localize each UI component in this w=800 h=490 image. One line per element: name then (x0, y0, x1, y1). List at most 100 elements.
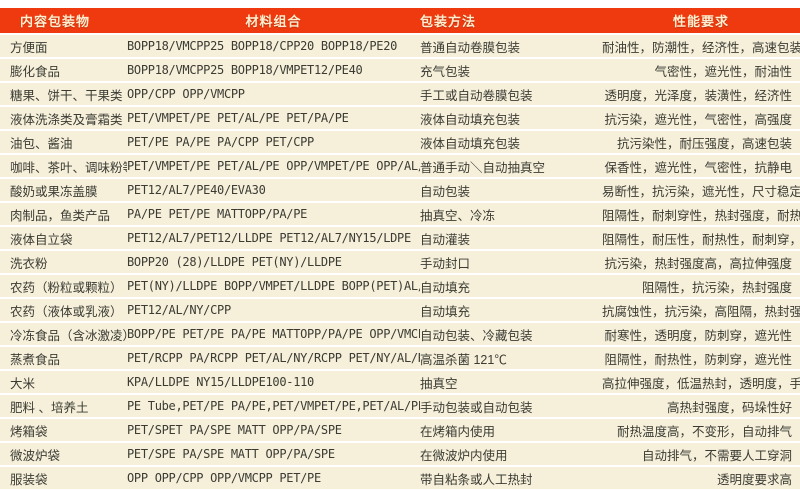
cell-item: 农药（液体或乳液） (10, 304, 123, 319)
table-row: 酸奶或果冻盖膜 PET12/AL7/PE40/EVA30 自动包装 易断性，抗污染，遮… (0, 179, 800, 201)
cell-method: 高温杀菌 121℃ (420, 352, 507, 367)
cell-method: 带自粘条或人工热封 (420, 472, 533, 487)
cell-requirements: 抗污染，遮光性，气密性，高强度 (604, 112, 792, 127)
cell-method: 自动填充 (420, 280, 471, 295)
table-row: 微波炉袋 PET/SPE PA/SPE MATT OPP/PA/SPE 在微波炉内使… (0, 443, 800, 465)
table-row: 农药（粉粒或颗粒） PET(NY)/LLDPE BOPP/VMPET/LLDPE … (0, 275, 800, 297)
cell-materials: PA/PE PET/PE MATTOPP/PA/PE (127, 207, 308, 221)
cell-item: 咖啡、茶叶、调味粉等 (10, 160, 127, 175)
cell-requirements: 阻隔性，耐压性，耐热性，耐刺穿，抗污染 (602, 232, 800, 247)
cell-materials: BOPP18/VMCPP25 BOPP18/CPP20 BOPP18/PE20 (127, 39, 398, 53)
cell-requirements: 透明度要求高 (716, 472, 792, 487)
cell-method: 液体自动填充包装 (420, 136, 521, 151)
cell-requirements: 气密性，遮光性，耐油性 (654, 64, 792, 79)
cell-requirements: 耐油性，防潮性，经济性，高速包装 (602, 40, 800, 55)
cell-item: 肉制品，鱼类产品 (10, 208, 111, 223)
cell-item: 膨化食品 (10, 64, 61, 79)
cell-method: 抽真空 (420, 376, 458, 391)
cell-method: 在微波炉内使用 (420, 448, 508, 463)
cell-method: 自动填充 (420, 304, 471, 319)
cell-method: 在烤箱内使用 (420, 424, 496, 439)
cell-requirements: 耐寒性，透明度，防刺穿，遮光性 (604, 328, 792, 343)
table-header-row: 内容包装物 材料组合 包装方法 性能要求 (0, 8, 800, 33)
cell-method: 抽真空、冷冻 (420, 208, 496, 223)
table-body: 方便面 BOPP18/VMCPP25 BOPP18/CPP20 BOPP18/PE… (0, 35, 800, 489)
table-row: 肉制品，鱼类产品 PA/PE PET/PE MATTOPP/PA/PE 抽真空、冷冻… (0, 203, 800, 225)
cell-materials: BOPP20 (28)/LLDPE PET(NY)/LLDPE (127, 255, 342, 269)
cell-item: 方便面 (10, 40, 48, 55)
cell-method: 手工或自动卷膜包装 (420, 88, 533, 103)
cell-item: 油包、酱油 (10, 136, 73, 151)
cell-item: 大米 (10, 376, 36, 391)
cell-materials: PET12/AL7/PE40/EVA30 (127, 183, 266, 197)
cell-materials: BOPP/PE PET/PE PA/PE MATTOPP/PA/PE OPP/V… (127, 327, 420, 341)
cell-materials: PET/SPE PA/SPE MATT OPP/PA/SPE (127, 447, 335, 461)
cell-requirements: 高热封强度，码垛性好 (666, 400, 792, 415)
cell-materials: OPP/CPP OPP/VMCPP (127, 87, 245, 101)
cell-requirements: 易断性，抗污染，遮光性，尺寸稳定 (602, 184, 800, 199)
cell-requirements: 抗污染性，耐压强度，高速包装 (616, 136, 792, 151)
cell-item: 冷冻食品（含冰激凌） (10, 328, 127, 343)
table-row: 农药（液体或乳液） PET12/AL/NY/CPP 自动填充 抗腐蚀性，抗污染，高阻隔… (0, 299, 800, 321)
table-row: 大米 KPA/LLDPE NY15/LLDPE100-110 抽真空 高拉伸强度，低温… (0, 371, 800, 393)
cell-requirements: 耐热温度高，不变形，自动排气 (616, 424, 792, 439)
table-row: 糖果、饼干、干果类 OPP/CPP OPP/VMCPP 手工或自动卷膜包装 透明度，光… (0, 83, 800, 105)
cell-method: 手动封口 (420, 256, 471, 271)
cell-materials: PET12/AL7/PET12/LLDPE PET12/AL7/NY15/LDP… (127, 231, 411, 245)
table-row: 油包、酱油 PET/PE PA/PE PA/CPP PET/CPP 液体自动填充包装… (0, 131, 800, 153)
cell-method: 普通自动卷膜包装 (420, 40, 521, 55)
cell-item: 蒸煮食品 (10, 352, 61, 367)
cell-requirements: 高拉伸强度，低温热封，透明度，手挽强度高 (602, 376, 800, 391)
cell-requirements: 抗腐蚀性，抗污染，高阻隔，热封强度 (602, 304, 800, 319)
cell-materials: PET12/AL/NY/CPP (127, 303, 231, 317)
column-header-requirements: 性能要求 (672, 14, 729, 29)
cell-requirements: 保香性，遮光性，气密性，抗静电 (604, 160, 792, 175)
cell-item: 液体自立袋 (10, 232, 73, 247)
cell-item: 服装袋 (10, 472, 48, 487)
cell-requirements: 抗污染，热封强度高，高拉伸强度 (604, 256, 792, 271)
cell-item: 液体洗涤类及膏霜类 (10, 112, 123, 127)
packaging-reference-table: 内容包装物 材料组合 包装方法 性能要求 方便面 BOPP18/VMCPP25 B… (0, 8, 800, 489)
cell-requirements: 阻隔性，抗污染，热封强度 (641, 280, 792, 295)
column-header-materials: 材料组合 (245, 14, 302, 29)
cell-method: 自动灌装 (420, 232, 471, 247)
cell-materials: PET/VMPET/PE PET/AL/PE OPP/VMPET/PE OPP/… (127, 159, 420, 173)
cell-materials: BOPP18/VMCPP25 BOPP18/VMPET12/PE40 (127, 63, 363, 77)
cell-method: 液体自动填充包装 (420, 112, 521, 127)
cell-requirements: 透明度，光泽度，装潢性，经济性 (604, 88, 792, 103)
table-row: 液体洗涤类及膏霜类 PET/VMPET/PE PET/AL/PE PET/PA/P… (0, 107, 800, 129)
cell-materials: PET/PE PA/PE PA/CPP PET/CPP (127, 135, 314, 149)
cell-method: 自动包装、冷藏包装 (420, 328, 533, 343)
cell-materials: PE Tube,PET/PE PA/PE,PET/VMPET/PE,PET/AL… (127, 399, 420, 413)
cell-materials: KPA/LLDPE NY15/LLDPE100-110 (127, 375, 314, 389)
cell-item: 糖果、饼干、干果类 (10, 88, 123, 103)
cell-method: 手动包装或自动包装 (420, 400, 533, 415)
cell-method: 普通手动＼自动抽真空 (420, 160, 546, 175)
column-header-method: 包装方法 (420, 14, 477, 29)
cell-method: 充气包装 (420, 64, 471, 79)
cell-item: 洗衣粉 (10, 256, 48, 271)
table-row: 服装袋 OPP OPP/CPP OPP/VMCPP PET/PE 带自粘条或人工热封… (0, 467, 800, 489)
cell-materials: PET(NY)/LLDPE BOPP/VMPET/LLDPE BOPP(PET)… (127, 279, 420, 293)
table-row: 肥料 、培养土 PE Tube,PET/PE PA/PE,PET/VMPET/PE… (0, 395, 800, 417)
table-row: 方便面 BOPP18/VMCPP25 BOPP18/CPP20 BOPP18/PE… (0, 35, 800, 57)
table-row: 咖啡、茶叶、调味粉等 PET/VMPET/PE PET/AL/PE OPP/VMP… (0, 155, 800, 177)
table-row: 冷冻食品（含冰激凌） BOPP/PE PET/PE PA/PE MATTOPP/P… (0, 323, 800, 345)
column-header-item: 内容包装物 (20, 14, 91, 29)
cell-materials: PET/VMPET/PE PET/AL/PE PET/PA/PE (127, 111, 349, 125)
cell-item: 肥料 、培养土 (10, 400, 89, 415)
cell-materials: OPP OPP/CPP OPP/VMCPP PET/PE (127, 471, 321, 485)
cell-item: 酸奶或果冻盖膜 (10, 184, 98, 199)
table-row: 蒸煮食品 PET/RCPP PA/RCPP PET/AL/NY/RCPP PET/… (0, 347, 800, 369)
cell-item: 微波炉袋 (10, 448, 61, 463)
table-row: 烤箱袋 PET/SPET PA/SPE MATT OPP/PA/SPE 在烤箱内使用… (0, 419, 800, 441)
cell-method: 自动包装 (420, 184, 471, 199)
table-row: 洗衣粉 BOPP20 (28)/LLDPE PET(NY)/LLDPE 手动封口 抗污… (0, 251, 800, 273)
cell-item: 农药（粉粒或颗粒） (10, 280, 123, 295)
table-row: 膨化食品 BOPP18/VMCPP25 BOPP18/VMPET12/PE40 充气… (0, 59, 800, 81)
table-row: 液体自立袋 PET12/AL7/PET12/LLDPE PET12/AL7/NY1… (0, 227, 800, 249)
cell-materials: PET/SPET PA/SPE MATT OPP/PA/SPE (127, 423, 342, 437)
cell-materials: PET/RCPP PA/RCPP PET/AL/NY/RCPP PET/NY/A… (127, 351, 420, 365)
cell-item: 烤箱袋 (10, 424, 48, 439)
cell-requirements: 自动排气，不需要人工穿洞 (641, 448, 792, 463)
